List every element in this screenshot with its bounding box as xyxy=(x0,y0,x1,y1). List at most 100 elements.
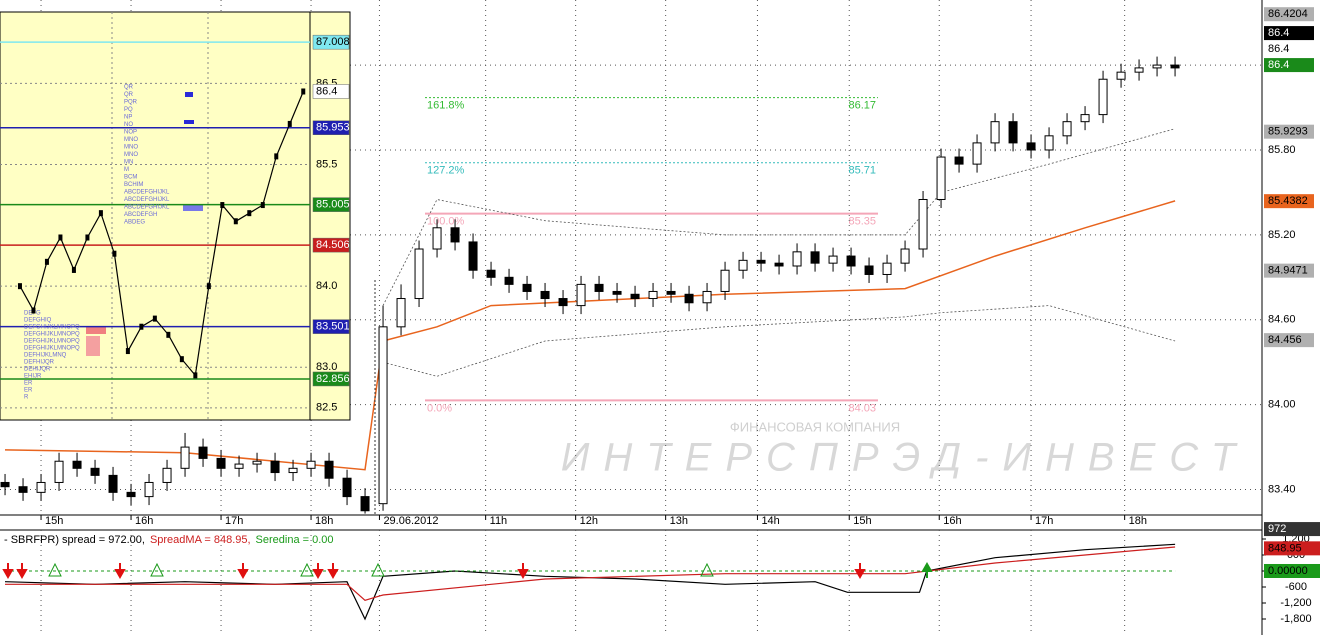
candle-body xyxy=(54,460,64,483)
y-tick-label: 84.60 xyxy=(1268,314,1296,326)
y-tick-label: 85.80 xyxy=(1268,144,1296,156)
tpo-row: ER xyxy=(24,381,33,387)
candle-body xyxy=(450,227,460,243)
sell-arrow xyxy=(327,563,339,580)
price-bar xyxy=(287,120,292,127)
price-bar xyxy=(301,88,306,95)
value-label-box xyxy=(1264,563,1320,578)
candle-body xyxy=(792,251,802,267)
tpo-row: PQR xyxy=(124,100,138,106)
line xyxy=(19,91,304,377)
candle-body xyxy=(936,156,946,200)
candle-body xyxy=(216,457,226,469)
candle-body xyxy=(720,269,730,292)
price-bar xyxy=(44,258,49,265)
candle-body xyxy=(180,446,190,469)
watermark-big: ИНТЕРСПРЭД-ИНВЕСТ xyxy=(561,436,1250,480)
candle-body xyxy=(468,241,478,271)
candle-body xyxy=(288,467,298,474)
tpo-row: MNO xyxy=(124,152,138,158)
candle-body xyxy=(756,259,766,264)
tpo-row: DEFG xyxy=(24,311,41,317)
candle-body xyxy=(612,290,622,295)
candle-body xyxy=(414,248,424,300)
tpo-row: BCHIM xyxy=(124,182,143,188)
price-label: 86.4 xyxy=(1268,43,1289,55)
price-bar xyxy=(220,202,225,209)
candle-body xyxy=(738,259,748,271)
y-tick-label: 85.5 xyxy=(316,158,337,170)
price-bar xyxy=(260,202,265,209)
value-label-box xyxy=(1264,522,1320,537)
candle-body xyxy=(504,276,514,285)
x-tick-label: 14h xyxy=(761,515,779,527)
level-label: 84.506 xyxy=(316,239,350,251)
tpo-row: ABDEG xyxy=(124,220,145,226)
fib-label: 0.0% xyxy=(427,402,452,414)
tpo-row: MNO xyxy=(124,137,138,143)
candle-body xyxy=(540,290,550,300)
candle-body xyxy=(432,227,442,250)
tpo-row: NOP xyxy=(124,130,137,136)
price-bar xyxy=(247,210,252,217)
price-bar xyxy=(125,348,130,355)
price-bar xyxy=(98,210,103,217)
candle-body xyxy=(846,255,856,267)
price-bar xyxy=(85,234,90,241)
level-label-box xyxy=(312,120,350,135)
candle-body xyxy=(378,326,388,505)
candle-body xyxy=(684,293,694,304)
line xyxy=(4,200,1176,471)
signals xyxy=(2,561,933,580)
y-tick-label: 84.0 xyxy=(316,280,337,292)
level-label: 86.4 xyxy=(316,85,337,97)
candle-body xyxy=(126,491,136,498)
tpo-row: EHIJR xyxy=(24,374,42,380)
price-label-box xyxy=(1264,58,1314,73)
candle-body xyxy=(36,481,46,493)
level-label: 85.005 xyxy=(316,199,350,211)
candle-body xyxy=(918,198,928,250)
candle-body xyxy=(522,283,532,292)
y-tick-label: 84.00 xyxy=(1268,399,1296,411)
candle-body xyxy=(666,290,676,295)
profile-bar xyxy=(86,336,100,356)
candle-body xyxy=(1080,114,1090,123)
candle-body xyxy=(882,262,892,275)
tpo-row: DEFGHIJKLMNOPQ xyxy=(24,332,80,338)
candle-body xyxy=(342,477,352,498)
profile-bar xyxy=(86,326,106,334)
price-label: 84.9471 xyxy=(1268,265,1308,277)
tpo-row: DEFGHIQ xyxy=(24,318,52,324)
candle-body xyxy=(1062,121,1072,137)
candle-body xyxy=(1026,142,1036,151)
level-label: 87.008 xyxy=(316,36,350,48)
candle-body xyxy=(396,298,406,328)
y-tick-label: -1,200 xyxy=(1280,597,1311,609)
y-tick-label: 82.5 xyxy=(316,402,337,414)
candle-body xyxy=(828,255,838,264)
level-label-box xyxy=(312,319,350,334)
candle-body xyxy=(1098,78,1108,116)
candle-body xyxy=(360,496,370,512)
value-label: 848.95 xyxy=(1268,542,1302,554)
tpo-row: DEFGHIJKLMNOPQ xyxy=(24,339,80,345)
tpo-row: NP xyxy=(124,115,132,121)
candle-body xyxy=(18,486,28,493)
tpo-row: M xyxy=(124,167,129,173)
candle-body xyxy=(1170,64,1180,69)
price-panel: ФИНАНСОВАЯ КОМПАНИЯ ИНТЕРСПРЭД-ИНВЕСТ 86.4… xyxy=(0,0,1314,527)
sell-arrow xyxy=(854,563,866,580)
level-label-box xyxy=(312,34,350,50)
level-label: 85.953 xyxy=(316,122,350,134)
profile-bar xyxy=(183,205,203,211)
level-label: 82.856 xyxy=(316,373,350,385)
candle-body xyxy=(972,142,982,165)
candle-body xyxy=(252,460,262,465)
price-bar xyxy=(31,307,36,314)
x-tick-label: 29.06.2012 xyxy=(383,515,438,527)
signal-triangle xyxy=(700,562,714,577)
price-bar xyxy=(58,234,63,241)
sell-arrow xyxy=(237,563,249,580)
tpo-row: MNO xyxy=(124,145,138,151)
